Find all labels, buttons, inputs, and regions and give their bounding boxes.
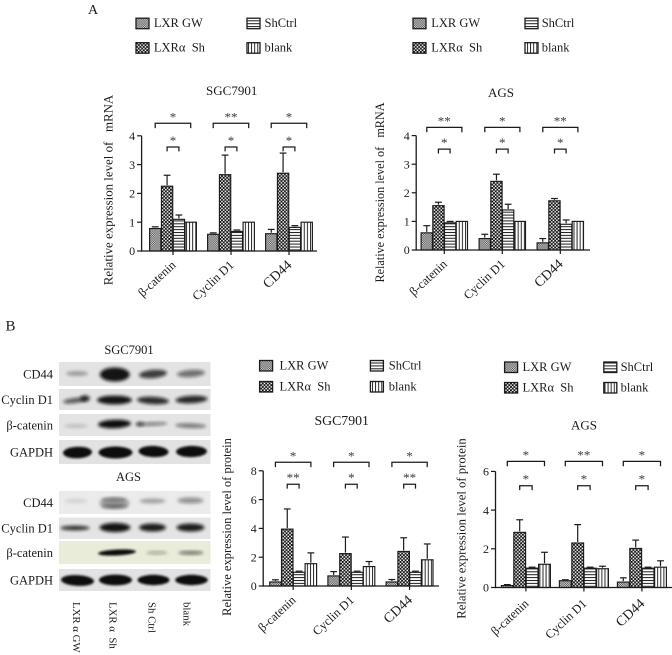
svg-text:**: **	[438, 113, 451, 128]
svg-text:1: 1	[404, 215, 410, 229]
svg-text:3: 3	[404, 157, 410, 171]
svg-text:CD44: CD44	[261, 258, 296, 292]
svg-text:AGS: AGS	[488, 85, 514, 100]
svg-text:LXR α Sh: LXR α Sh	[107, 602, 119, 649]
svg-text:0: 0	[483, 581, 489, 595]
svg-text:4: 4	[404, 129, 410, 143]
svg-text:Relative expression level of p: Relative expression level of protein	[220, 437, 234, 615]
svg-text:β-catenin: β-catenin	[6, 419, 53, 433]
svg-text:*: *	[290, 448, 297, 463]
svg-text:LXR α GW: LXR α GW	[70, 602, 82, 653]
svg-text:*: *	[557, 135, 564, 150]
svg-text:blank: blank	[389, 379, 418, 393]
svg-text:LXR GW: LXR GW	[523, 360, 572, 374]
svg-text:8: 8	[251, 464, 257, 478]
svg-text:SGC7901: SGC7901	[206, 83, 257, 98]
svg-text:Cyclin D1: Cyclin D1	[542, 596, 589, 641]
svg-text:6: 6	[483, 465, 489, 479]
svg-text:*: *	[639, 472, 646, 487]
svg-text:AGS: AGS	[116, 470, 141, 484]
svg-text:A: A	[88, 3, 99, 18]
svg-text:Relative expression level of p: Relative expression level of protein	[454, 438, 468, 619]
svg-text:4: 4	[251, 522, 257, 536]
svg-text:2: 2	[251, 550, 257, 564]
svg-text:CD44: CD44	[532, 257, 567, 291]
svg-text:*: *	[523, 447, 530, 462]
svg-text:*: *	[286, 133, 293, 148]
svg-text:LXR GW: LXR GW	[431, 16, 480, 30]
svg-text:**: **	[554, 113, 567, 128]
svg-text:SGC7901: SGC7901	[314, 413, 369, 428]
svg-text:Relative expression level of: Relative expression level of mRNA	[102, 94, 116, 285]
svg-text:LXR GW: LXR GW	[154, 16, 203, 30]
svg-text:β-catenin: β-catenin	[488, 596, 531, 638]
svg-text:**: **	[225, 109, 238, 124]
svg-text:Sh Ctrl: Sh Ctrl	[146, 602, 158, 633]
svg-text:**: **	[403, 470, 416, 485]
svg-text:*: *	[523, 472, 530, 487]
svg-text:CD44: CD44	[381, 593, 416, 627]
svg-text:Cyclin D1: Cyclin D1	[189, 258, 236, 303]
svg-text:LXRα Sh: LXRα Sh	[523, 380, 575, 394]
svg-text:LXR GW: LXR GW	[280, 358, 329, 372]
svg-text:ShCtrl: ShCtrl	[389, 358, 422, 372]
svg-text:**: **	[287, 470, 300, 485]
svg-text:β-catenin: β-catenin	[406, 257, 449, 299]
svg-text:*: *	[581, 472, 588, 487]
svg-text:β-catenin: β-catenin	[135, 258, 178, 300]
svg-text:β-catenin: β-catenin	[6, 546, 53, 560]
svg-text:*: *	[348, 448, 355, 463]
svg-text:LXRα Sh: LXRα Sh	[280, 379, 332, 393]
svg-text:LXRα Sh: LXRα Sh	[154, 41, 206, 55]
svg-text:*: *	[348, 470, 355, 485]
svg-text:Cyclin D1: Cyclin D1	[1, 522, 53, 536]
svg-text:blank: blank	[265, 41, 294, 55]
svg-text:LXRα Sh: LXRα Sh	[431, 41, 483, 55]
svg-text:*: *	[441, 135, 448, 150]
svg-text:0: 0	[404, 243, 410, 257]
svg-text:GAPDH: GAPDH	[10, 574, 53, 588]
svg-text:CD44: CD44	[613, 596, 648, 630]
svg-text:6: 6	[251, 493, 257, 507]
svg-text:4: 4	[129, 129, 135, 143]
svg-text:*: *	[170, 133, 177, 148]
svg-text:1: 1	[129, 215, 135, 229]
svg-text:*: *	[170, 109, 177, 124]
svg-text:2: 2	[129, 187, 135, 201]
svg-text:ShCtrl: ShCtrl	[621, 360, 654, 374]
svg-text:Cyclin D1: Cyclin D1	[461, 257, 508, 302]
svg-text:CD44: CD44	[23, 368, 54, 382]
svg-text:2: 2	[404, 186, 410, 200]
svg-text:*: *	[228, 133, 235, 148]
svg-text:Cyclin D1: Cyclin D1	[310, 593, 357, 638]
svg-text:0: 0	[129, 244, 135, 258]
svg-text:CD44: CD44	[23, 496, 54, 510]
svg-text:*: *	[499, 113, 506, 128]
svg-text:AGS: AGS	[571, 418, 597, 433]
svg-text:GAPDH: GAPDH	[10, 446, 53, 460]
svg-text:0: 0	[251, 579, 257, 593]
svg-text:B: B	[6, 319, 16, 335]
svg-text:Relative expression level of: Relative expression level of mRNA	[373, 102, 387, 282]
svg-text:ShCtrl: ShCtrl	[542, 16, 575, 30]
svg-text:**: **	[577, 447, 590, 462]
svg-text:*: *	[406, 448, 413, 463]
svg-text:Cyclin D1: Cyclin D1	[1, 393, 53, 407]
svg-text:blank: blank	[542, 41, 571, 55]
svg-text:blank: blank	[621, 380, 650, 394]
svg-text:*: *	[286, 109, 293, 124]
svg-text:blank: blank	[181, 602, 193, 627]
svg-text:2: 2	[483, 542, 489, 556]
svg-text:ShCtrl: ShCtrl	[265, 16, 298, 30]
svg-text:*: *	[499, 135, 506, 150]
svg-text:β-catenin: β-catenin	[255, 593, 298, 635]
svg-text:4: 4	[483, 503, 489, 517]
svg-text:*: *	[639, 447, 646, 462]
svg-text:SGC7901: SGC7901	[104, 343, 153, 357]
svg-text:3: 3	[129, 158, 135, 172]
